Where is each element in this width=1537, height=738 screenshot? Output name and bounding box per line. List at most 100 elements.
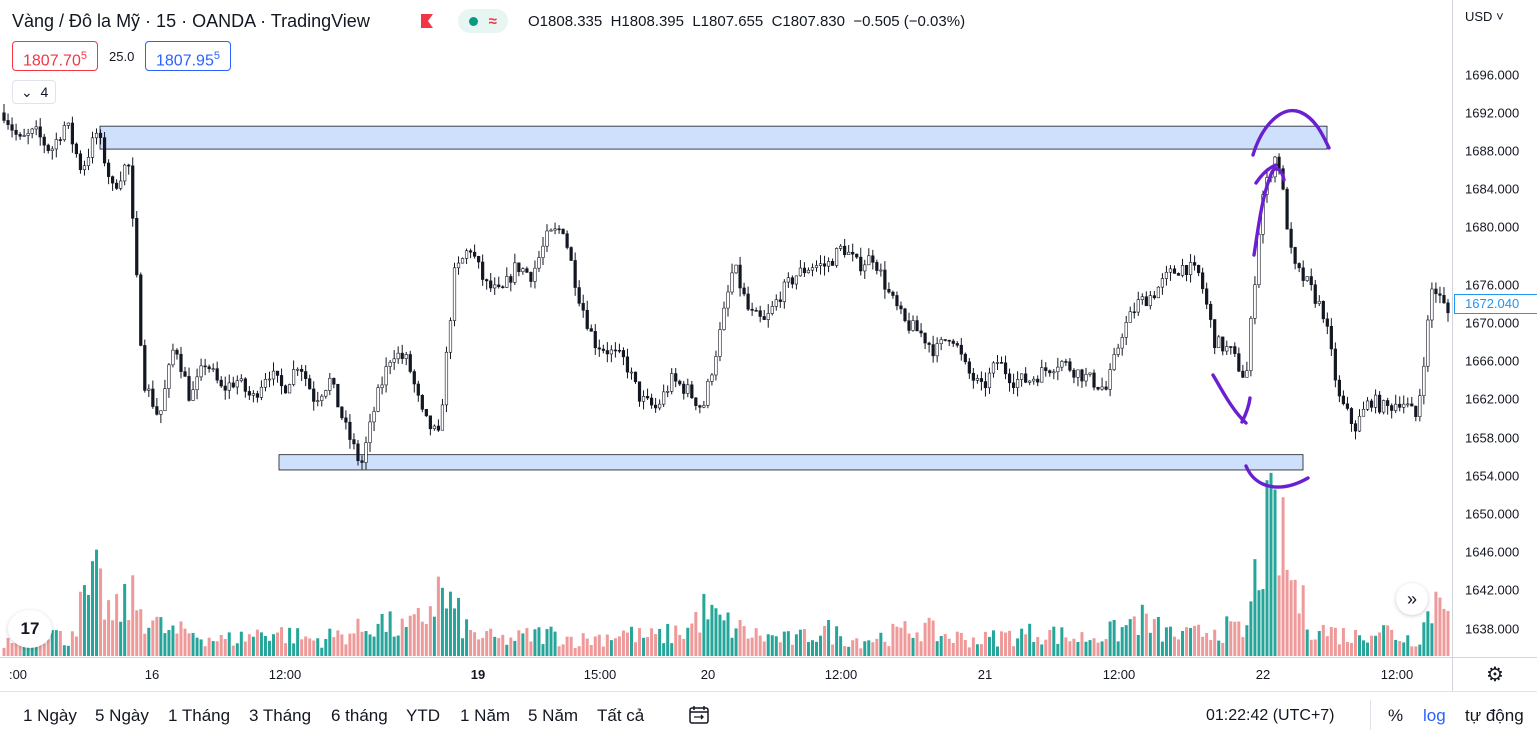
- candle: [875, 259, 879, 275]
- waves-icon: ≈: [488, 12, 497, 30]
- candle: [1430, 282, 1434, 328]
- candle: [706, 378, 710, 409]
- range-button[interactable]: 1 Ngày: [23, 706, 77, 725]
- candle: [1245, 361, 1249, 378]
- market-status-badge[interactable]: ≈: [458, 9, 508, 33]
- auto-scale-button[interactable]: tự động: [1465, 706, 1524, 725]
- volume-bar: [1076, 642, 1080, 656]
- candle: [155, 398, 159, 416]
- candle: [296, 367, 300, 376]
- candle: [738, 256, 742, 297]
- volume-bar: [1337, 644, 1341, 656]
- volume-bar: [722, 620, 726, 656]
- gear-icon[interactable]: ⚙: [1452, 657, 1537, 691]
- volume-bar: [151, 620, 155, 656]
- range-button[interactable]: Tất cả: [597, 706, 645, 725]
- range-button[interactable]: 5 Năm: [528, 706, 579, 725]
- range-button[interactable]: 3 Tháng: [249, 706, 312, 725]
- annotation-stroke[interactable]: [1254, 163, 1278, 185]
- log-scale-button[interactable]: log: [1423, 706, 1446, 725]
- annotation-stroke[interactable]: [1251, 108, 1331, 157]
- candle: [923, 332, 927, 350]
- annotation-stroke[interactable]: [1211, 373, 1248, 425]
- candle: [392, 350, 396, 370]
- candle: [1011, 373, 1016, 395]
- price-axis[interactable]: USD ˅ 1638.000 1642.000 1646.000 1650.000 16…: [1452, 0, 1537, 657]
- symbol-title[interactable]: Vàng / Đô la Mỹ · 15 · OANDA · TradingVi…: [12, 11, 370, 31]
- volume-bar: [179, 621, 183, 656]
- candle: [1382, 399, 1386, 415]
- candle: [115, 179, 119, 190]
- candle: [1373, 389, 1378, 414]
- volume-bar: [1426, 611, 1430, 656]
- candle: [887, 282, 891, 294]
- support-zone[interactable]: [278, 454, 1304, 471]
- calendar-range-icon[interactable]: [688, 705, 710, 725]
- scroll-to-realtime-button[interactable]: »: [1396, 583, 1428, 615]
- volume-bar: [1241, 637, 1245, 656]
- volume-bar: [453, 608, 456, 656]
- annotation-stroke[interactable]: [1244, 464, 1310, 489]
- volume-bar: [400, 618, 404, 656]
- range-button[interactable]: 5 Ngày: [95, 706, 149, 725]
- volume-bar: [292, 643, 296, 656]
- volume-bar: [935, 641, 939, 656]
- price-chart[interactable]: [0, 0, 1452, 657]
- volume-bar: [1008, 630, 1012, 656]
- volume-bar: [666, 623, 670, 656]
- candle: [1056, 357, 1060, 381]
- volume-bar: [1072, 638, 1076, 656]
- timezone-clock[interactable]: 01:22:42 (UTC+7): [1206, 707, 1335, 724]
- candle: [1052, 369, 1056, 380]
- candle: [1309, 268, 1313, 291]
- range-button[interactable]: 1 Năm: [460, 706, 511, 725]
- candle: [440, 398, 445, 431]
- volume-bar: [74, 636, 78, 656]
- volume-bar: [617, 636, 621, 656]
- candle: [1096, 386, 1100, 391]
- flag-icon[interactable]: [418, 12, 436, 30]
- volume-bar: [22, 645, 26, 656]
- sell-button[interactable]: 1807.705: [12, 41, 98, 71]
- candle: [1418, 388, 1422, 422]
- candle: [1120, 333, 1124, 356]
- time-tick-label: :00: [8, 667, 28, 682]
- annotation-stroke[interactable]: [1252, 167, 1286, 257]
- time-axis[interactable]: :00 16 12:00 19 15:00 20 12:00 21 12:00 22 12:00: [0, 657, 1452, 691]
- volume-bar: [859, 648, 863, 656]
- range-button[interactable]: YTD: [406, 706, 440, 725]
- candle: [139, 272, 143, 347]
- volume-bar: [388, 611, 392, 656]
- candle: [388, 360, 392, 375]
- volume-bar: [778, 642, 782, 656]
- volume-bar: [529, 641, 533, 656]
- buy-button[interactable]: 1807.955: [145, 41, 231, 71]
- annotation-stroke[interactable]: [1240, 396, 1252, 424]
- candle: [1024, 367, 1028, 384]
- volume-bar: [702, 593, 706, 656]
- tradingview-logo[interactable]: 17: [8, 610, 52, 648]
- volume-bar: [372, 636, 376, 656]
- range-button[interactable]: 1 Tháng: [168, 706, 231, 725]
- candle: [690, 380, 694, 399]
- resistance-zone[interactable]: [99, 125, 1328, 150]
- volume-bar: [1152, 619, 1156, 656]
- volume-bar: [38, 642, 42, 656]
- hand-drawn-annotations[interactable]: [1211, 108, 1331, 489]
- volume-bar: [235, 643, 239, 656]
- range-button[interactable]: 6 tháng: [331, 706, 388, 725]
- volume-bar: [1084, 641, 1088, 656]
- candle: [1398, 396, 1402, 412]
- currency-select[interactable]: USD ˅: [1465, 9, 1504, 24]
- price-zones[interactable]: [99, 125, 1328, 471]
- candle: [855, 253, 859, 259]
- candle: [1361, 401, 1366, 417]
- volume-bar: [1160, 641, 1164, 656]
- candle: [432, 424, 436, 431]
- candle: [818, 255, 823, 275]
- time-tick-label: 19: [470, 667, 486, 682]
- collapse-indicators-button[interactable]: ⌄ 4: [12, 80, 56, 104]
- volume-bar: [895, 626, 899, 656]
- volume-bar: [428, 606, 432, 656]
- percent-scale-button[interactable]: %: [1388, 706, 1404, 725]
